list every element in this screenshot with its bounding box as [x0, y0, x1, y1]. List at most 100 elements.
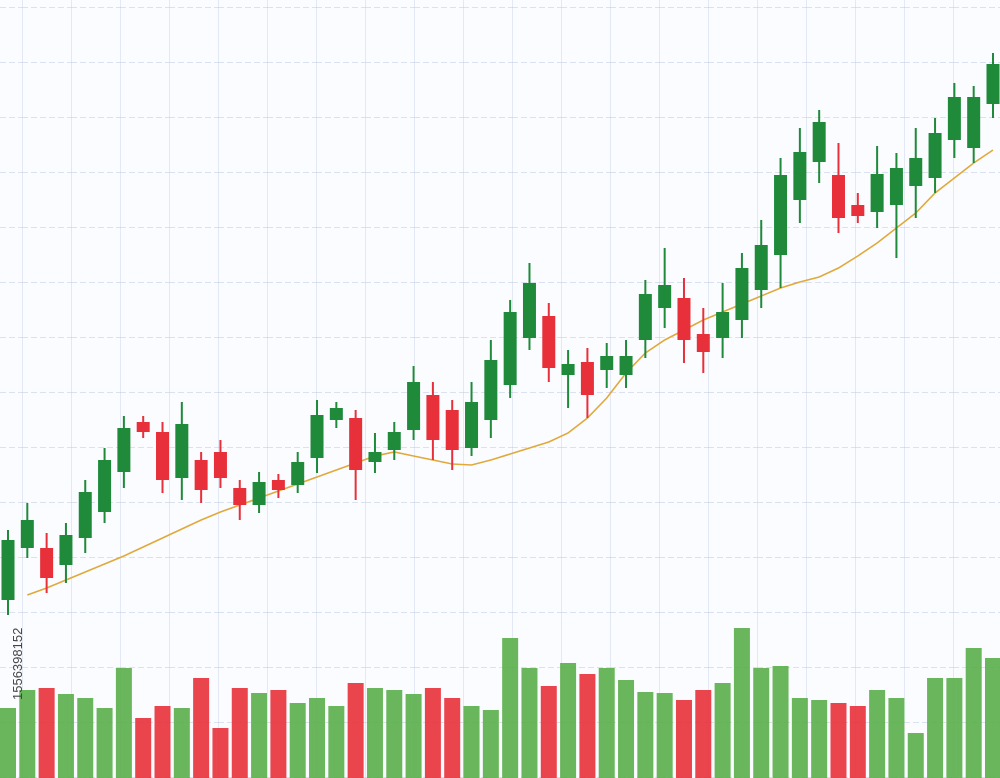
volume-bar	[560, 663, 577, 778]
volume-bar	[154, 706, 171, 778]
volume-bar	[77, 698, 94, 778]
volume-bar	[695, 690, 712, 778]
volume-bar	[907, 733, 924, 778]
volume-bar	[521, 668, 538, 778]
candle-body	[194, 460, 208, 490]
candle-body	[291, 462, 305, 485]
candle-body	[40, 548, 54, 578]
volume-bar	[502, 638, 519, 778]
volume-bar	[985, 658, 1000, 778]
candle-body	[754, 245, 768, 290]
candle-body	[735, 268, 749, 320]
volume-bar	[849, 706, 866, 778]
image-id: 1556398152	[10, 628, 25, 700]
candle-body	[716, 312, 730, 338]
candle-body	[407, 382, 421, 430]
volume-bar	[173, 708, 190, 778]
candle-body	[561, 364, 575, 375]
candle-body	[59, 535, 73, 565]
candle-body	[387, 432, 401, 450]
candle-body	[812, 122, 826, 162]
volume-bar	[231, 688, 248, 778]
volume-bar	[289, 703, 306, 778]
candle-body	[851, 205, 865, 216]
volume-bar	[675, 700, 692, 778]
volume-bar	[405, 694, 422, 778]
volume-bar	[540, 686, 557, 778]
candle-body	[986, 64, 1000, 104]
candle-body	[580, 362, 594, 395]
volume-bar	[946, 678, 963, 778]
volume-bar	[347, 683, 364, 778]
candle-body	[889, 168, 903, 205]
candle-body	[909, 158, 923, 186]
candle-body	[542, 316, 556, 368]
volume-bar	[791, 698, 808, 778]
volume-bar	[135, 718, 152, 778]
candle-body	[310, 415, 324, 458]
candle-body	[368, 452, 382, 462]
volume-bar	[115, 668, 132, 778]
candle-body	[503, 312, 517, 385]
candle-body	[831, 175, 845, 218]
candle-body	[271, 480, 285, 490]
volume-bar	[830, 703, 847, 778]
volume-bar	[444, 698, 461, 778]
candle-body	[619, 356, 633, 375]
volume-bar	[772, 666, 789, 778]
volume-bar	[656, 693, 673, 778]
candle-body	[117, 428, 131, 472]
candle-body	[793, 152, 807, 200]
candle-body	[252, 482, 266, 505]
candle-body	[78, 492, 92, 538]
volume-bar	[618, 680, 635, 778]
candle-body	[213, 452, 227, 478]
marks	[0, 53, 1000, 778]
volume-bar	[463, 706, 480, 778]
candle-body	[484, 360, 498, 420]
candle-body	[20, 520, 34, 548]
candle-body	[677, 298, 691, 340]
volume-bar	[193, 678, 210, 778]
candle-body	[947, 97, 961, 140]
candle-body	[445, 410, 459, 450]
candle-body	[658, 285, 672, 308]
moving-average-line	[27, 149, 994, 596]
volume-bar	[637, 692, 654, 778]
candle-body	[967, 97, 981, 148]
volume-bar	[811, 700, 828, 778]
candle-body	[870, 174, 884, 212]
candle-body	[1, 540, 15, 600]
volume-bar	[0, 708, 16, 778]
candle-body	[774, 175, 788, 255]
candle-body	[156, 432, 170, 480]
volume-bar	[96, 708, 113, 778]
volume-bar	[270, 690, 287, 778]
volume-bar	[888, 698, 905, 778]
volume-bar	[753, 668, 770, 778]
volume-bar	[965, 648, 982, 778]
volume-bar	[38, 688, 55, 778]
volume-bar	[714, 683, 731, 778]
volume-bar	[579, 674, 596, 778]
candle-body	[175, 424, 189, 478]
volume-bar	[386, 690, 403, 778]
volume-bar	[19, 690, 36, 778]
volume-bar	[366, 688, 383, 778]
volume-bar	[328, 706, 345, 778]
volume-bar	[251, 693, 268, 778]
candle-body	[928, 133, 942, 178]
volume-bar	[927, 678, 944, 778]
volume-bar	[733, 628, 750, 778]
volume-bar	[57, 694, 74, 778]
candle-body	[98, 460, 112, 512]
candle-body	[349, 418, 363, 470]
candle-body	[426, 395, 440, 440]
candle-body	[465, 402, 479, 448]
volume-bar	[482, 710, 499, 778]
candle-body	[522, 283, 536, 338]
candle-body	[136, 422, 150, 432]
